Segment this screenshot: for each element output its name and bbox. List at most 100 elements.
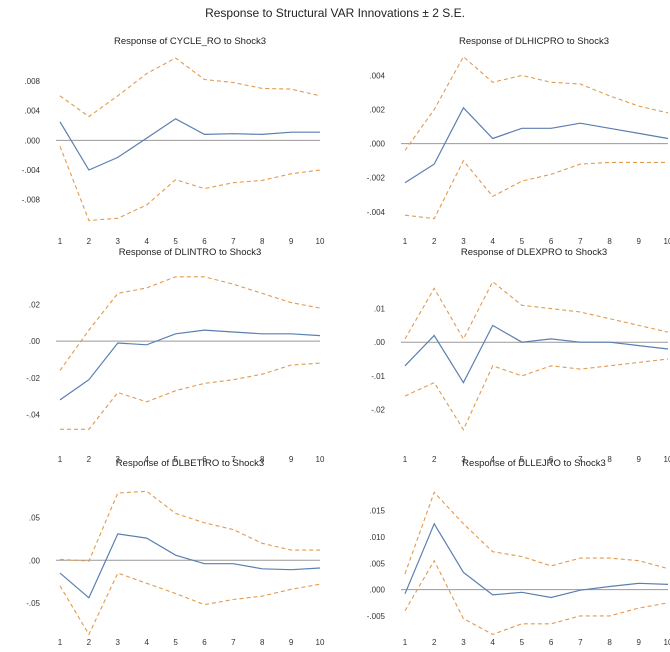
x-tick-label: 2 [432, 237, 437, 246]
x-tick-label: 9 [637, 638, 642, 647]
x-tick-label: 3 [116, 237, 121, 246]
y-tick-label: .002 [369, 106, 385, 115]
y-tick-label: .008 [24, 77, 40, 86]
y-tick-label: -.01 [371, 372, 385, 381]
upper-band-line [405, 492, 668, 574]
x-tick-label: 7 [231, 237, 236, 246]
y-tick-label: .010 [369, 533, 385, 542]
y-tick-label: -.005 [367, 612, 386, 621]
y-tick-label: -.02 [26, 374, 40, 383]
x-tick-label: 8 [607, 455, 612, 464]
y-tick-label: .05 [29, 514, 41, 523]
x-tick-label: 1 [403, 455, 408, 464]
x-tick-label: 10 [316, 237, 325, 246]
x-tick-label: 9 [289, 638, 294, 647]
panel-title: Response of DLHICPRO to Shock3 [459, 36, 609, 47]
panel-title: Response of DLBETIRO to Shock3 [116, 458, 264, 469]
x-tick-label: 4 [144, 237, 149, 246]
y-tick-label: .000 [369, 586, 385, 595]
x-tick-label: 6 [549, 638, 554, 647]
x-tick-label: 7 [578, 237, 583, 246]
panel-title: Response of DLLEJRO to Shock3 [462, 458, 606, 469]
x-tick-label: 1 [403, 237, 408, 246]
response-line [405, 524, 668, 598]
x-tick-label: 9 [637, 455, 642, 464]
response-line [405, 325, 668, 382]
x-tick-label: 5 [520, 638, 525, 647]
x-tick-label: 8 [260, 638, 265, 647]
y-tick-label: .00 [29, 337, 41, 346]
y-tick-label: .015 [369, 507, 385, 516]
y-tick-label: -.002 [367, 174, 386, 183]
panel-title: Response of DLEXPRO to Shock3 [461, 247, 607, 258]
lower-band-line [60, 363, 320, 429]
x-tick-label: 2 [87, 237, 92, 246]
y-tick-label: -.004 [367, 208, 386, 217]
x-tick-label: 10 [664, 638, 670, 647]
x-tick-label: 4 [144, 638, 149, 647]
y-tick-label: .005 [369, 559, 385, 568]
y-tick-label: .01 [374, 305, 386, 314]
response-line [405, 108, 668, 183]
panel-3: Response of DLINTRO to Shock3 .02 .00 -.02 -… [26, 247, 325, 464]
panel-4: Response of DLEXPRO to Shock3 .01 .00 -.01 -… [371, 247, 670, 464]
x-tick-label: 9 [637, 237, 642, 246]
y-tick-label: .00 [374, 338, 386, 347]
x-tick-label: 9 [289, 455, 294, 464]
upper-band-line [405, 282, 668, 339]
x-tick-label: 6 [202, 237, 207, 246]
lower-band-line [405, 359, 668, 430]
upper-band-line [405, 57, 668, 151]
x-tick-label: 5 [173, 237, 178, 246]
y-tick-label: .02 [29, 300, 41, 309]
panel-5: Response of DLBETIRO to Shock3 .05 .00 -.05… [26, 458, 325, 647]
x-tick-label: 8 [260, 237, 265, 246]
x-tick-label: 7 [231, 638, 236, 647]
x-tick-label: 8 [607, 237, 612, 246]
y-tick-label: .00 [29, 556, 41, 565]
x-tick-label: 8 [607, 638, 612, 647]
x-tick-label: 4 [490, 237, 495, 246]
response-line [60, 119, 320, 170]
x-tick-label: 4 [490, 638, 495, 647]
x-tick-label: 7 [578, 638, 583, 647]
lower-band-line [60, 146, 320, 220]
x-tick-label: 5 [520, 237, 525, 246]
x-tick-label: 1 [403, 638, 408, 647]
y-tick-label: -.02 [371, 405, 385, 414]
upper-band-line [60, 491, 320, 561]
y-tick-label: -.05 [26, 599, 40, 608]
panel-1: Response of CYCLE_RO to Shock3 .008 .004 .0… [22, 36, 325, 246]
lower-band-line [405, 561, 668, 635]
x-tick-label: 10 [316, 455, 325, 464]
panel-title: Response of CYCLE_RO to Shock3 [114, 36, 266, 47]
x-tick-label: 10 [664, 455, 670, 464]
lower-band-line [405, 161, 668, 219]
y-tick-label: .004 [369, 71, 385, 80]
y-tick-label: .004 [24, 107, 40, 116]
upper-band-line [60, 277, 320, 371]
x-tick-label: 3 [461, 237, 466, 246]
y-tick-label: .000 [24, 136, 40, 145]
x-tick-label: 6 [202, 638, 207, 647]
panel-title: Response of DLINTRO to Shock3 [119, 247, 262, 258]
y-tick-label: -.04 [26, 411, 40, 420]
x-tick-label: 9 [289, 237, 294, 246]
y-tick-label: .000 [369, 140, 385, 149]
response-line [60, 330, 320, 400]
upper-band-line [60, 58, 320, 117]
x-tick-label: 2 [87, 638, 92, 647]
x-tick-label: 1 [58, 455, 63, 464]
panel-6: Response of DLLEJRO to Shock3 .015 .010 .00… [367, 458, 670, 647]
y-tick-label: -.008 [22, 196, 41, 205]
x-tick-label: 1 [58, 638, 63, 647]
lower-band-line [60, 573, 320, 634]
response-line [60, 534, 320, 598]
x-tick-label: 5 [173, 638, 178, 647]
x-tick-label: 10 [664, 237, 670, 246]
x-tick-label: 6 [549, 237, 554, 246]
x-tick-label: 3 [116, 638, 121, 647]
x-tick-label: 10 [316, 638, 325, 647]
x-tick-label: 1 [58, 237, 63, 246]
